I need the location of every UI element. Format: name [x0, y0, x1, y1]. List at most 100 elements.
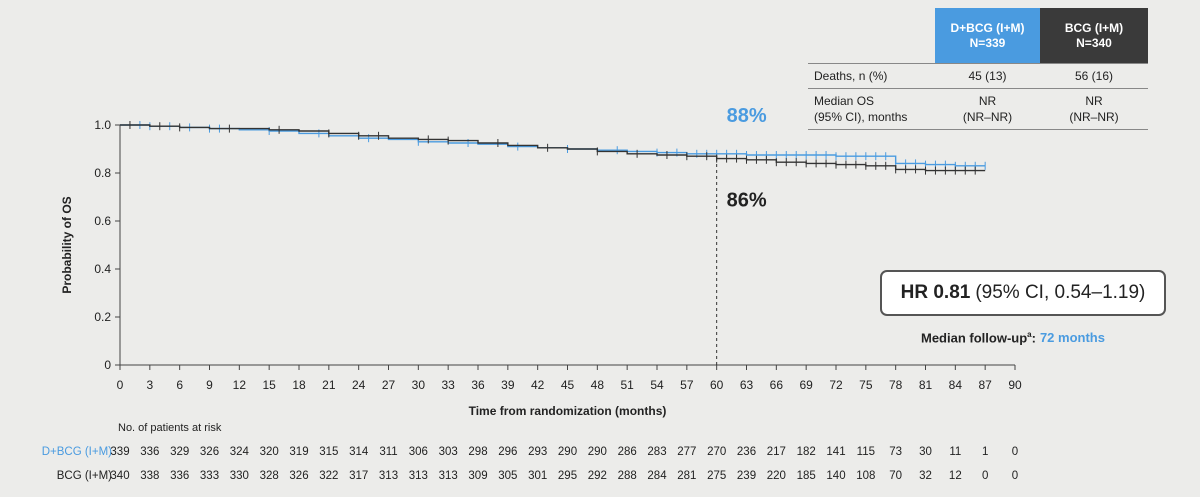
risk-cell: 108 — [856, 470, 876, 482]
x-tick-label: 21 — [322, 378, 336, 392]
risk-cell: 313 — [438, 470, 458, 482]
followup-value: 72 months — [1039, 330, 1105, 346]
x-tick-label: 57 — [680, 378, 694, 392]
risk-cell: 0 — [1011, 470, 1019, 482]
risk-cell: 326 — [289, 470, 309, 482]
risk-cell: 339 — [110, 446, 130, 458]
risk-cell: 301 — [528, 470, 548, 482]
x-tick-label: 0 — [117, 378, 124, 392]
x-tick-label: 66 — [770, 378, 784, 392]
risk-cell: 336 — [170, 470, 190, 482]
risk-cell: 338 — [140, 470, 160, 482]
x-tick-label: 18 — [292, 378, 306, 392]
risk-cell: 333 — [199, 470, 220, 482]
x-tick-label: 39 — [501, 378, 515, 392]
risk-cell: 281 — [677, 470, 697, 482]
median-os-dbcg-line1: NR — [978, 94, 997, 108]
risk-cell: 0 — [1011, 446, 1019, 458]
risk-cell: 313 — [408, 470, 428, 482]
risk-cell: 277 — [677, 446, 697, 458]
x-tick-label: 69 — [799, 378, 813, 392]
risk-cell: 220 — [766, 470, 786, 482]
median-os-bcg-line1: NR — [1085, 94, 1103, 108]
risk-cell: 319 — [289, 446, 309, 458]
risk-cell: 340 — [110, 470, 130, 482]
x-tick-label: 81 — [919, 378, 933, 392]
dbcg-header-n: N=339 — [969, 35, 1006, 50]
x-tick-label: 54 — [650, 378, 664, 392]
x-tick-label: 75 — [859, 378, 873, 392]
y-tick-label: 0.4 — [94, 262, 111, 276]
median-os-bcg-line2: (NR–NR) — [1069, 110, 1119, 124]
risk-cell: 305 — [498, 470, 518, 482]
median-os-bcg: NR (NR–NR) — [1040, 88, 1148, 130]
x-tick-label: 84 — [949, 378, 963, 392]
risk-cell: 73 — [889, 446, 903, 458]
risk-cell: 330 — [229, 470, 249, 482]
dbcg-header-name: D+BCG (I+M) — [950, 20, 1025, 35]
x-tick-label: 78 — [889, 378, 903, 392]
x-tick-label: 36 — [471, 378, 485, 392]
x-tick-label: 24 — [352, 378, 366, 392]
risk-cell: 326 — [199, 446, 220, 458]
risk-cell: 284 — [647, 470, 667, 482]
km-chart: 00.20.40.60.81.00 3 6 9 12 15 18 21 24 27 30 33 36 39… — [60, 105, 1022, 418]
risk-cell: 286 — [617, 446, 637, 458]
risk-cell: 313 — [378, 470, 399, 482]
risk-cell: 311 — [379, 446, 398, 458]
y-tick-label: 0.2 — [94, 310, 111, 324]
x-axis-title: Time from randomization (months) — [469, 404, 667, 418]
median-os-dbcg: NR (NR–NR) — [935, 88, 1040, 130]
x-tick-label: 60 — [710, 378, 724, 392]
risk-cell: 315 — [319, 446, 339, 458]
x-tick-label: 15 — [262, 378, 276, 392]
x-tick-label: 3 — [146, 378, 153, 392]
risk-cell: 292 — [587, 470, 607, 482]
x-tick-label: 72 — [829, 378, 843, 392]
median-os-dbcg-line2: (NR–NR) — [962, 110, 1013, 124]
risk-table-title: No. of patients at risk — [118, 422, 222, 434]
followup-label: Median follow-up — [921, 330, 1028, 346]
hr-ci: (95% CI, 0.54–1.19) — [975, 282, 1146, 303]
x-tick-label: 12 — [233, 378, 247, 392]
risk-cell: 317 — [349, 470, 369, 482]
followup-colon: : — [1031, 330, 1036, 346]
x-tick-label: 33 — [441, 378, 455, 392]
median-os-label: Median OS (95% CI), months — [808, 88, 935, 130]
risk-row-label: BCG (I+M) — [56, 470, 112, 482]
risk-cell: 115 — [856, 446, 875, 458]
risk-cell: 288 — [617, 470, 637, 482]
risk-cell: 0 — [981, 470, 989, 482]
risk-cell: 11 — [949, 446, 962, 458]
x-tick-label: 6 — [176, 378, 183, 392]
deaths-bcg: 56 (16) — [1040, 63, 1148, 89]
risk-cell: 141 — [826, 446, 846, 458]
risk-cell: 298 — [468, 446, 488, 458]
x-tick-label: 87 — [978, 378, 992, 392]
bcg-header-name: BCG (I+M) — [1064, 20, 1124, 35]
x-tick-label: 51 — [620, 378, 634, 392]
median-follow-up: Median follow-upa: 72 months — [921, 330, 1105, 345]
x-tick-label: 48 — [591, 378, 605, 392]
summary-header-bcg: BCG (I+M) N=340 — [1040, 8, 1148, 64]
y-tick-label: 0.8 — [94, 166, 111, 180]
risk-cell: 322 — [319, 470, 339, 482]
x-tick-label: 63 — [740, 378, 754, 392]
risk-cell: 140 — [826, 470, 846, 482]
risk-cell: 185 — [796, 470, 816, 482]
risk-cell: 329 — [170, 446, 190, 458]
risk-cell: 275 — [707, 470, 727, 482]
summary-header-dbcg: D+BCG (I+M) N=339 — [935, 8, 1040, 64]
risk-cell: 1 — [981, 446, 989, 458]
summary-header-blank — [808, 8, 935, 64]
y-tick-label: 1.0 — [94, 118, 111, 132]
risk-cell: 236 — [736, 446, 757, 458]
hazard-ratio-box: HR 0.81 (95% CI, 0.54–1.19) — [880, 270, 1166, 316]
bcg-header-n: N=340 — [1076, 35, 1112, 50]
risk-cell: 314 — [349, 446, 369, 458]
risk-cell: 328 — [259, 470, 279, 482]
x-tick-label: 27 — [382, 378, 396, 392]
risk-cell: 217 — [766, 446, 786, 458]
risk-cell: 239 — [736, 470, 757, 482]
risk-cell: 293 — [528, 446, 548, 458]
